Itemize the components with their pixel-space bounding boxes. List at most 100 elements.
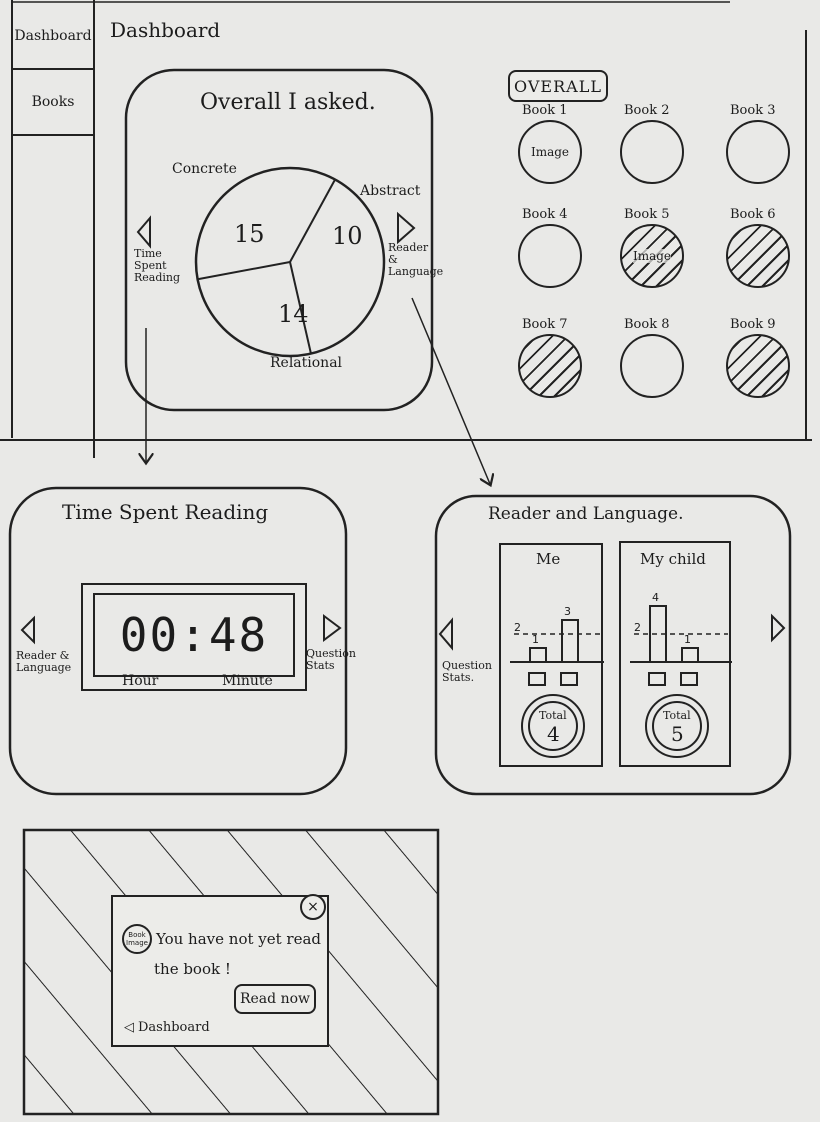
book-9-label: Book 9 (730, 317, 776, 332)
bar-avg-label-1: 2 (634, 621, 641, 634)
book-6-button[interactable] (726, 224, 790, 288)
pie-slice-edge-2 (197, 261, 291, 281)
sidebar-tab-dashboard[interactable]: Dashboard (12, 4, 94, 70)
reader-card-title: Reader and Language. (488, 504, 684, 524)
book-4-label: Book 4 (522, 207, 568, 222)
total-value-0: 4 (547, 722, 560, 746)
pie-label-concrete: Concrete (172, 161, 237, 177)
reader-panel-title-0: Me (536, 550, 561, 568)
timer-inner-box (93, 593, 295, 677)
total-ring-outer-0 (521, 694, 585, 758)
timer-outer-box (81, 583, 307, 691)
sidebar-tab-dashboard-label: Dashboard (14, 28, 92, 44)
book-7-button[interactable] (518, 334, 582, 398)
total-ring-inner-1 (652, 701, 702, 751)
reader-card-frame (434, 494, 792, 796)
book-9-button[interactable] (726, 334, 790, 398)
read-now-label: Read now (239, 991, 310, 1007)
child-panel-frame (619, 541, 731, 767)
overall-prev-label[interactable]: Time Spent Reading (134, 247, 181, 284)
bar-0-0 (529, 647, 547, 663)
popup-dialog-frame (111, 895, 329, 1047)
bar-1-0 (649, 605, 667, 663)
sidebar-tab-books[interactable]: Books (12, 70, 94, 136)
overall-button-label: OVERALL (514, 76, 602, 96)
book-2-label: Book 2 (624, 103, 670, 118)
bar-avg-label-0: 2 (514, 621, 521, 634)
book-7-label: Book 7 (522, 317, 568, 332)
overall-pie-chart (194, 166, 386, 358)
book-5-image-text: Image (632, 249, 672, 263)
book-8-label: Book 8 (624, 317, 670, 332)
time-card-frame (8, 486, 348, 796)
reader-panel-title-1: My child (640, 550, 706, 568)
time-card-title: Time Spent Reading (62, 500, 269, 524)
bar-1-1 (681, 647, 699, 663)
book-thumbnail-icon: Book Image (122, 924, 152, 954)
category-icon-1-1 (680, 672, 698, 686)
category-icon-0-0 (528, 672, 546, 686)
read-now-button[interactable]: Read now (234, 984, 316, 1014)
book-thumbnail-text: Book Image (126, 931, 148, 947)
total-label-0: Total (539, 709, 567, 722)
timer-display: 00:48 (119, 608, 269, 662)
overall-next-label[interactable]: Reader & Language (388, 241, 444, 278)
overall-card-frame (124, 68, 434, 412)
time-prev-arrow-icon (20, 615, 35, 645)
book-3-button[interactable] (726, 120, 790, 184)
timer-minute-label: Minute (222, 673, 273, 689)
pie-slice-edge-1 (289, 261, 312, 354)
prev-arrow-icon (136, 215, 151, 249)
total-ring-outer-1 (645, 694, 709, 758)
close-icon[interactable]: × (300, 894, 326, 920)
reader-prev-label[interactable]: Question Stats. (442, 659, 492, 684)
reader-prev-arrow-icon (438, 617, 453, 651)
reader-bar-charts (510, 605, 732, 758)
total-ring-inner-0 (528, 701, 578, 751)
bar-0-1 (561, 619, 579, 663)
popup-message-line1: You have not yet read (156, 930, 322, 948)
page-title: Dashboard (110, 18, 221, 42)
book-1-image-text: Image (530, 145, 570, 159)
time-next-label[interactable]: Question Stats (306, 647, 356, 672)
bar-value-1-0: 4 (652, 591, 659, 604)
close-glyph: × (307, 899, 319, 915)
book-5-button[interactable]: Image (620, 224, 684, 288)
next-arrow-icon (397, 211, 416, 245)
bar-value-0-1: 3 (564, 605, 571, 618)
popup-message-line2: the book ! (154, 960, 231, 978)
me-panel-frame (499, 543, 603, 767)
overall-button[interactable]: OVERALL (508, 70, 608, 102)
book-1-button[interactable]: Image (518, 120, 582, 184)
reader-next-arrow-icon (771, 613, 786, 643)
time-prev-label[interactable]: Reader & Language (16, 649, 72, 674)
back-to-dashboard-label: Dashboard (138, 1020, 210, 1035)
pie-value-abstract: 10 (332, 222, 363, 250)
total-value-1: 5 (671, 722, 684, 746)
book-4-button[interactable] (518, 224, 582, 288)
flow-arrow-reader (411, 297, 490, 484)
pie-slice-edge-0 (289, 179, 336, 263)
category-icon-1-0 (648, 672, 666, 686)
total-label-1: Total (663, 709, 691, 722)
bar-value-0-0: 1 (532, 633, 539, 646)
book-6-label: Book 6 (730, 207, 776, 222)
book-2-button[interactable] (620, 120, 684, 184)
category-icon-0-1 (560, 672, 578, 686)
pie-label-relational: Relational (270, 355, 343, 371)
back-arrow-icon: ◁ (124, 1020, 134, 1035)
timer-hour-label: Hour (122, 673, 159, 689)
pie-value-concrete: 15 (234, 220, 265, 248)
book-1-label: Book 1 (522, 103, 568, 118)
sidebar-tab-books-label: Books (31, 94, 75, 110)
pie-label-abstract: Abstract (360, 183, 421, 199)
pie-value-relational: 14 (278, 300, 309, 328)
bar-value-1-1: 1 (684, 633, 691, 646)
book-5-label: Book 5 (624, 207, 670, 222)
back-to-dashboard-link[interactable]: ◁ Dashboard (124, 1020, 210, 1035)
time-next-arrow-icon (323, 614, 342, 642)
pie-outline (194, 166, 386, 358)
book-8-button[interactable] (620, 334, 684, 398)
book-3-label: Book 3 (730, 103, 776, 118)
